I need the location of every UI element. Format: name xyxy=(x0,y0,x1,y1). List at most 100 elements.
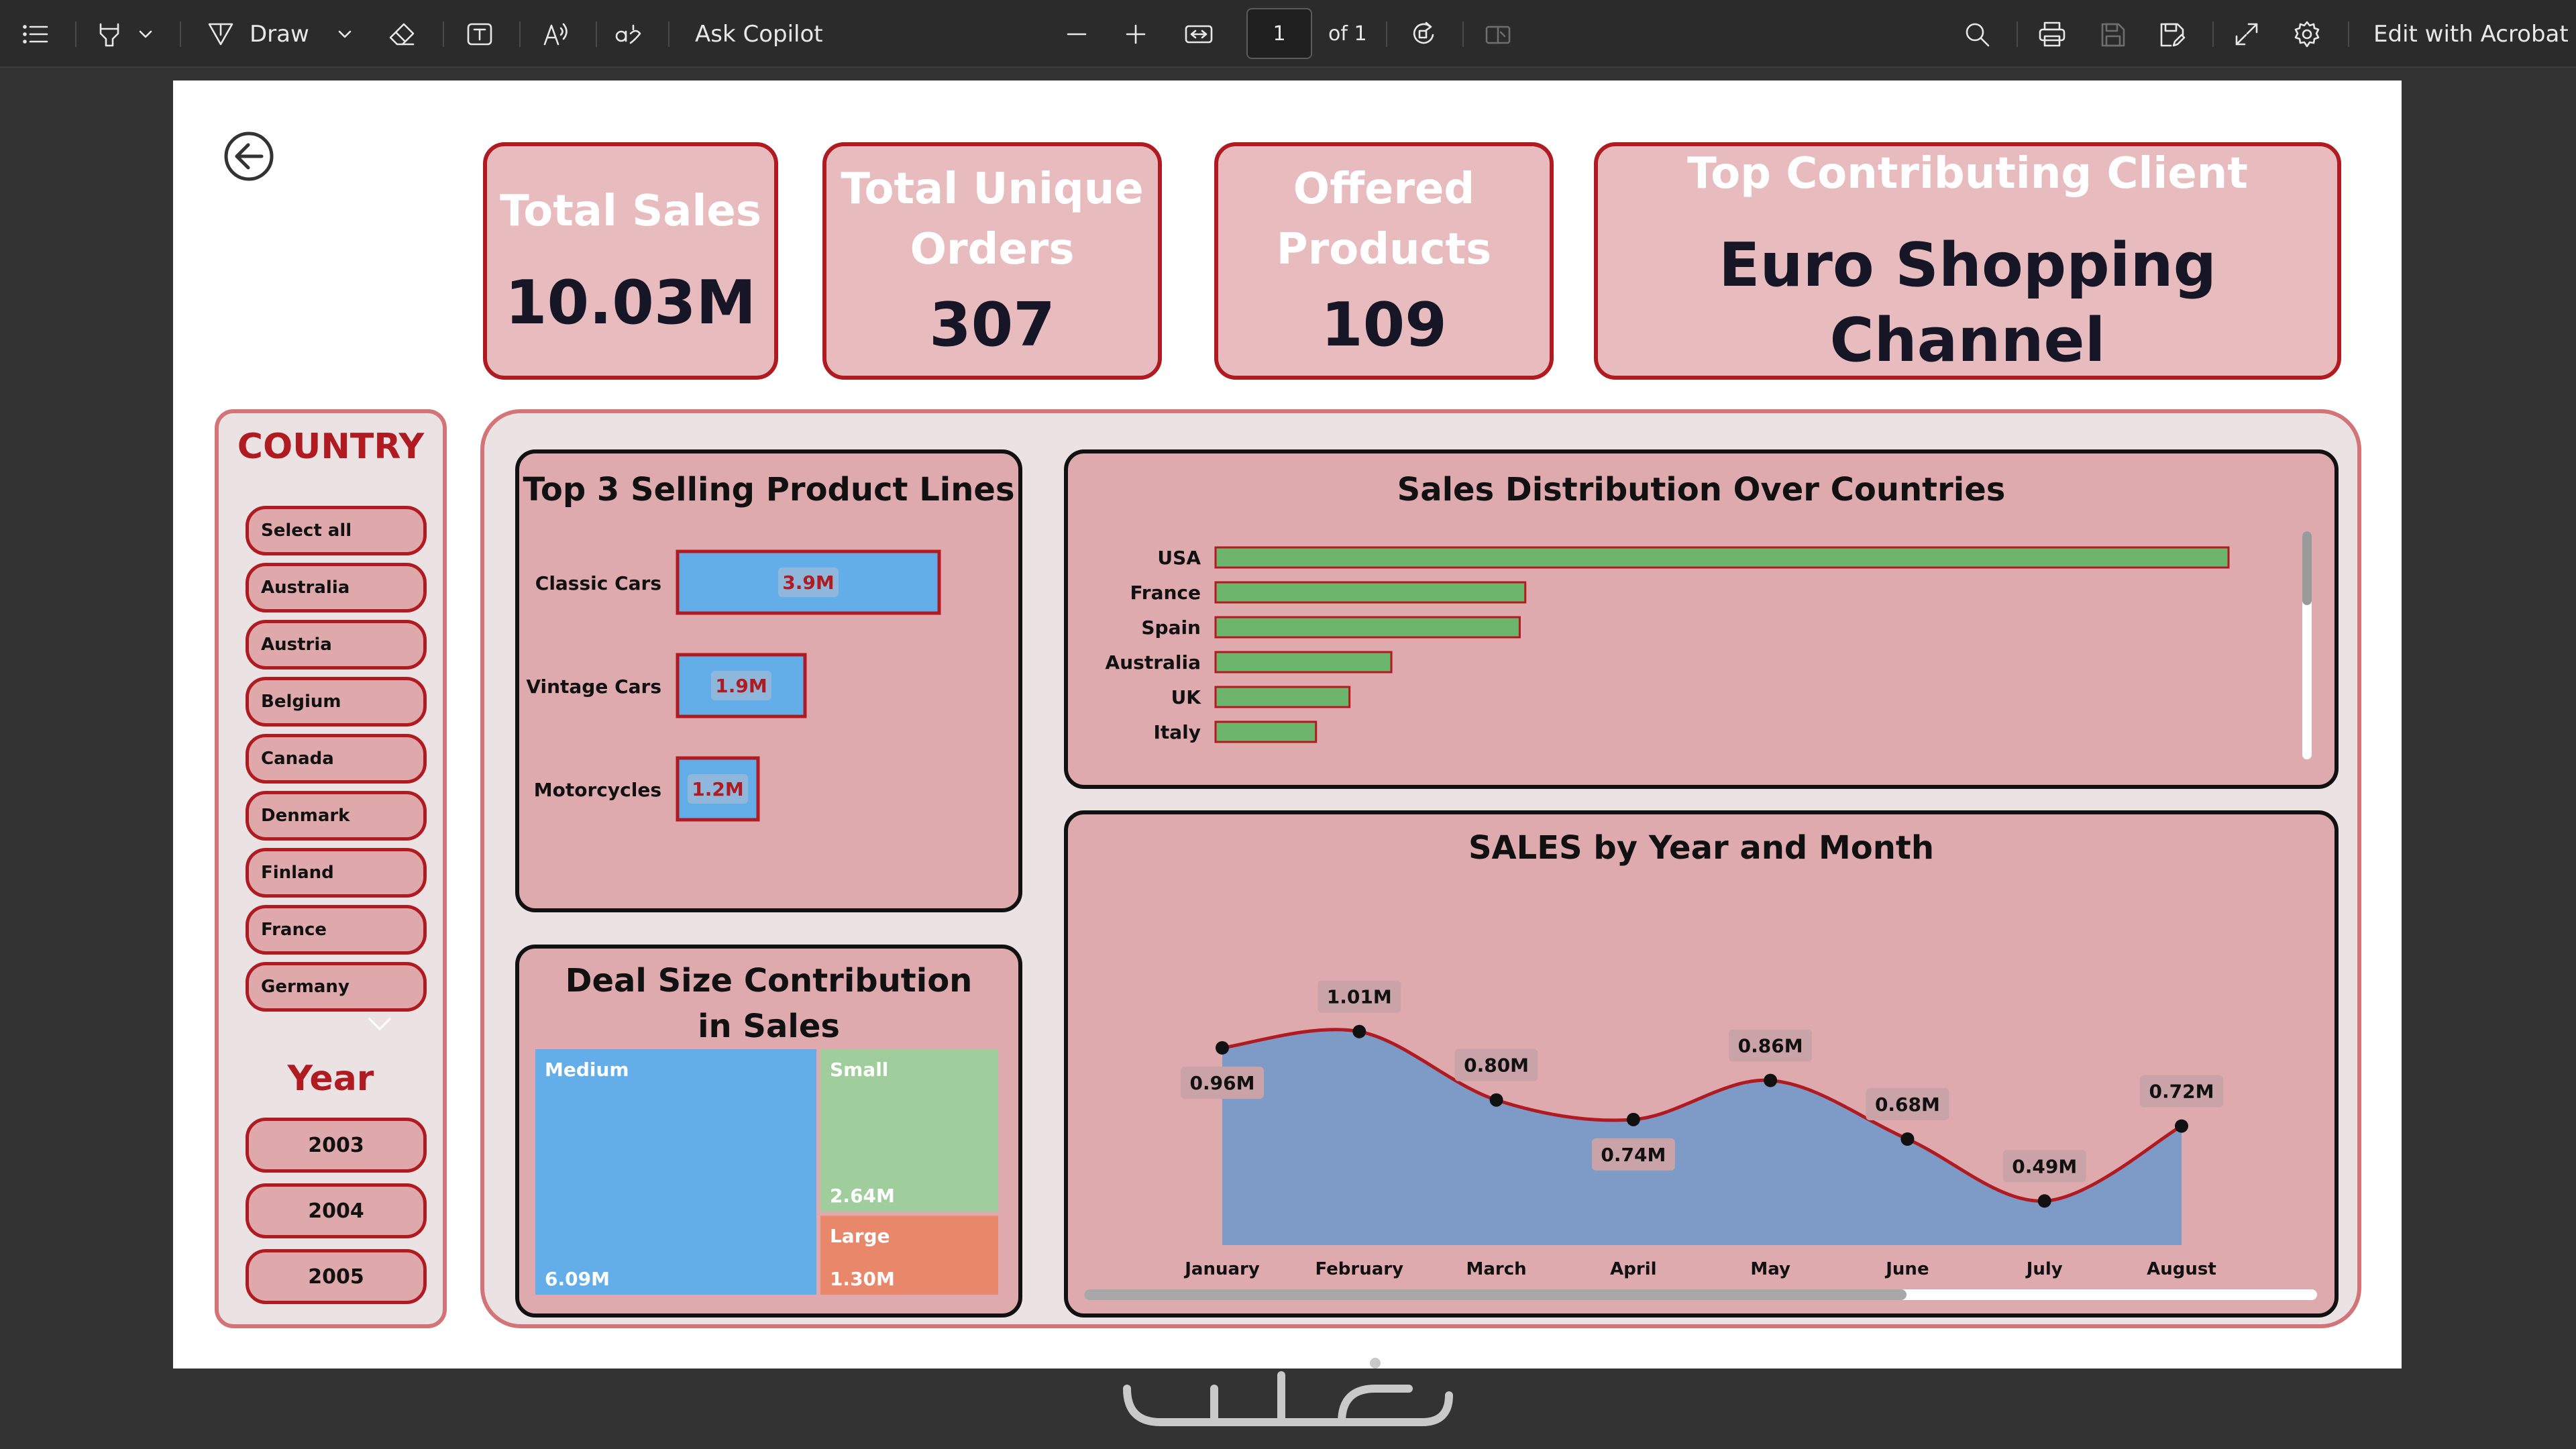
sales-point[interactable] xyxy=(1352,1024,1366,1038)
kpi-label: Offered Products xyxy=(1276,164,1492,274)
deal-size-tile[interactable] xyxy=(820,1216,998,1295)
sales-point[interactable] xyxy=(2175,1119,2188,1133)
text-box-button[interactable] xyxy=(464,0,495,68)
country-option-finland[interactable]: Finland xyxy=(246,848,427,898)
search-icon xyxy=(1966,23,1990,46)
table-of-contents-button[interactable] xyxy=(20,0,51,68)
month-value-label: 1.01M xyxy=(1327,986,1392,1008)
country-option-belgium[interactable]: Belgium xyxy=(246,677,427,727)
save-button[interactable] xyxy=(2097,0,2128,68)
vertical-scrollbar-thumb[interactable] xyxy=(2302,531,2312,605)
month-tick-label: March xyxy=(1466,1259,1526,1279)
kpi-offered-products: Offered Products 109 xyxy=(1214,142,1554,380)
sales-point[interactable] xyxy=(1764,1073,1778,1087)
page-view-button[interactable] xyxy=(1483,0,1513,68)
zoom-out-button[interactable] xyxy=(1061,0,1092,68)
kpi-label: Total Unique Orders xyxy=(841,164,1144,274)
scroll-down-chevron-icon[interactable] xyxy=(366,1016,393,1032)
month-value-label: 0.74M xyxy=(1601,1144,1666,1166)
read-aloud-button[interactable] xyxy=(541,0,572,68)
country-bar[interactable] xyxy=(1214,720,1318,743)
fit-width-icon xyxy=(1185,25,1213,43)
save-as-icon xyxy=(2160,23,2186,46)
kpi-total-sales: Total Sales 10.03M xyxy=(483,142,778,380)
country-option-select-all[interactable]: Select all xyxy=(246,506,427,555)
country-option-denmark[interactable]: Denmark xyxy=(246,791,427,841)
country-bar[interactable] xyxy=(1214,546,2230,569)
chevron-down-icon[interactable] xyxy=(336,25,354,43)
read-aloud-icon xyxy=(543,23,568,45)
month-tick-label: April xyxy=(1610,1259,1656,1279)
value-label-bg xyxy=(2140,1075,2223,1108)
page-count: of 1 xyxy=(1328,22,1367,46)
month-value-label: 0.86M xyxy=(1738,1035,1803,1057)
deal-size-value-label: 1.30M xyxy=(830,1268,895,1290)
country-bar[interactable] xyxy=(1214,686,1351,708)
kpi-value: 307 xyxy=(929,290,1055,360)
country-option-germany[interactable]: Germany xyxy=(246,962,427,1012)
product-line-value-label: 1.2M xyxy=(692,778,743,800)
sales-point[interactable] xyxy=(1900,1132,1915,1146)
rotate-button[interactable] xyxy=(1407,0,1438,68)
year-option-2003[interactable]: 2003 xyxy=(246,1118,427,1173)
edit-with-acrobat-button[interactable]: Edit with Acrobat xyxy=(2373,0,2569,68)
country-bar[interactable] xyxy=(1214,581,1527,604)
deal-size-tile[interactable] xyxy=(820,1049,998,1212)
month-tick-label: June xyxy=(1884,1259,1929,1279)
settings-button[interactable] xyxy=(2292,0,2322,68)
country-bar[interactable] xyxy=(1214,616,1521,639)
kpi-unique-orders: Total Unique Orders 307 xyxy=(822,142,1162,380)
chart-title: SALES by Year and Month xyxy=(1468,829,1935,867)
kpi-value: 109 xyxy=(1321,290,1447,360)
list-icon xyxy=(23,24,48,44)
deal-size-tile[interactable] xyxy=(535,1049,816,1295)
chart-title: Top 3 Selling Product Lines xyxy=(523,471,1015,508)
country-option-australia[interactable]: Australia xyxy=(246,563,427,612)
plus-icon xyxy=(1126,24,1146,44)
fit-page-button[interactable] xyxy=(1183,0,1214,68)
country-slicer-title: COUNTRY xyxy=(237,427,425,467)
save-as-button[interactable] xyxy=(2156,0,2187,68)
highlight-button[interactable] xyxy=(94,0,154,68)
kpi-value: Euro Shopping Channel xyxy=(1718,230,2217,376)
chevron-down-icon[interactable] xyxy=(137,25,154,43)
fullscreen-button[interactable] xyxy=(2231,0,2262,68)
sales-point[interactable] xyxy=(1216,1041,1229,1055)
month-value-label: 0.49M xyxy=(2012,1155,2077,1177)
zoom-in-button[interactable] xyxy=(1120,0,1151,68)
kpi-top-client: Top Contributing Client Euro Shopping Ch… xyxy=(1594,142,2341,380)
country-option-austria[interactable]: Austria xyxy=(246,620,427,669)
year-option-2004[interactable]: 2004 xyxy=(246,1183,427,1238)
deal-size-label: Small xyxy=(830,1059,888,1081)
search-button[interactable] xyxy=(1962,0,1992,68)
value-label-bg xyxy=(1591,1138,1675,1171)
monthly-sales-area-chart: 0.96M January 1.01M February 0.80M March 0.74M… xyxy=(1084,980,2317,1300)
month-value-label: 0.96M xyxy=(1190,1072,1255,1094)
eraser-button[interactable] xyxy=(386,0,417,68)
country-option-canada[interactable]: Canada xyxy=(246,734,427,784)
kpi-label: Total Sales xyxy=(500,186,761,236)
country-label: UK xyxy=(1171,686,1202,708)
country-option-france[interactable]: France xyxy=(246,905,427,955)
deal-size-treemap: Medium 6.09M Small 2.64M Large 1.30M xyxy=(535,1049,998,1295)
translate-button[interactable] xyxy=(613,0,644,68)
sales-line[interactable] xyxy=(1222,1028,2183,1203)
product-line-label: Motorcycles xyxy=(534,779,661,801)
year-option-2005[interactable]: 2005 xyxy=(246,1249,427,1304)
product-lines-chart: Classic Cars 3.9M Vintage Cars 1.9M Motorcyc… xyxy=(526,549,941,822)
expand-icon xyxy=(2235,23,2258,45)
horizontal-scrollbar-thumb[interactable] xyxy=(1084,1289,1907,1300)
back-button[interactable] xyxy=(221,129,276,184)
sales-point[interactable] xyxy=(1626,1112,1640,1126)
sales-point[interactable] xyxy=(2037,1194,2051,1208)
sales-point[interactable] xyxy=(1489,1093,1503,1107)
product-line-value-label: 3.9M xyxy=(782,572,834,594)
ask-copilot-button[interactable]: Ask Copilot xyxy=(695,0,823,68)
page-number-input[interactable]: 1 xyxy=(1246,8,1312,59)
value-label-bg xyxy=(1318,980,1401,1013)
value-label-bg xyxy=(1866,1088,1949,1120)
country-bar[interactable] xyxy=(1214,651,1393,674)
print-button[interactable] xyxy=(2037,0,2068,68)
draw-button[interactable]: Draw xyxy=(205,0,354,68)
country-label: USA xyxy=(1157,547,1201,569)
